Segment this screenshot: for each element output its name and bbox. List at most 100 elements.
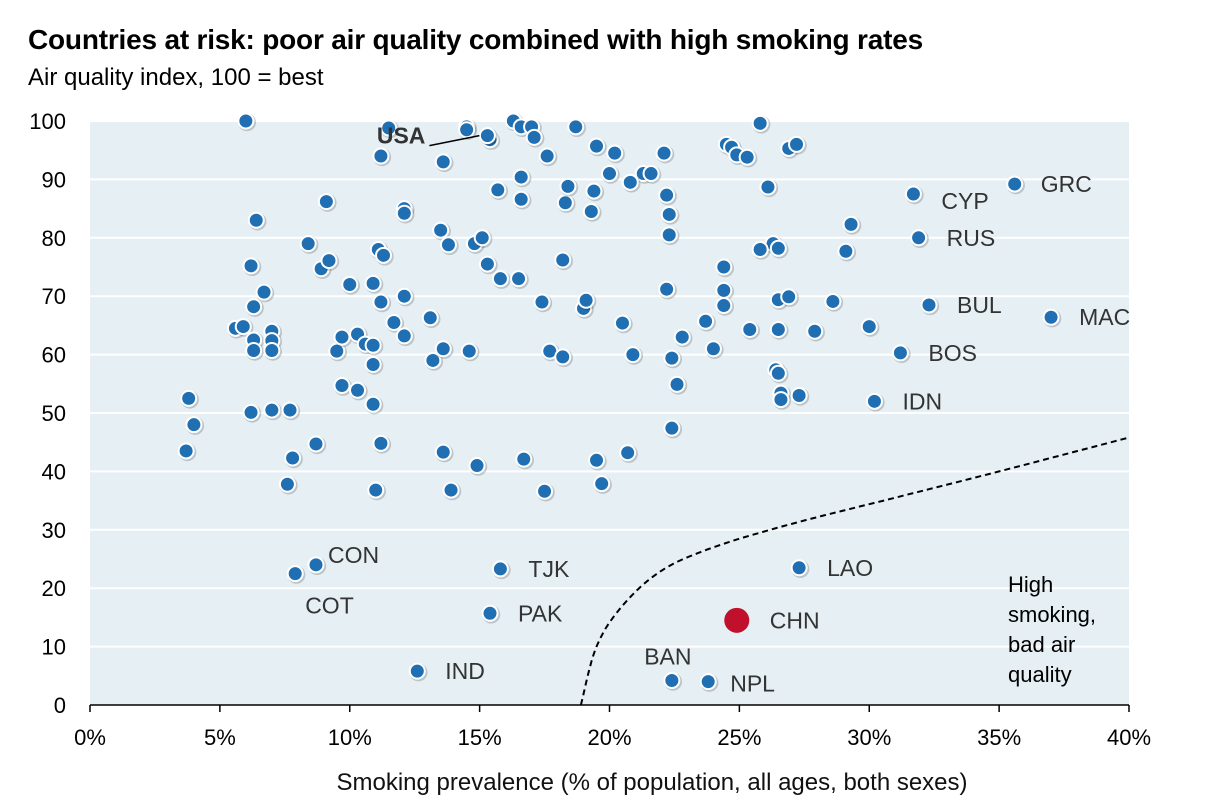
data-point: [738, 148, 756, 166]
data-point: [536, 482, 554, 500]
point-label: LAO: [827, 555, 873, 581]
data-point: [788, 135, 806, 153]
note-line: quality: [1008, 662, 1072, 687]
data-point: [395, 204, 413, 222]
labeled-point: [699, 673, 717, 691]
data-point: [660, 226, 678, 244]
point-label: IND: [445, 658, 485, 684]
note-line: smoking,: [1008, 602, 1096, 627]
data-point: [489, 181, 507, 199]
usa-leader-line: [429, 134, 480, 147]
data-point: [642, 165, 660, 183]
data-point: [364, 274, 382, 292]
data-point: [588, 137, 606, 155]
data-point: [655, 144, 673, 162]
high-smoking-note: High smoking, bad air quality: [1008, 572, 1096, 687]
data-point: [247, 211, 265, 229]
labeled-point: [920, 296, 938, 314]
labeled-point: [307, 556, 325, 574]
point-label: CON: [328, 542, 379, 568]
data-point: [255, 283, 273, 301]
data-point: [284, 449, 302, 467]
x-tick-label: 0%: [74, 725, 106, 750]
data-point: [307, 435, 325, 453]
labeled-point: [286, 565, 304, 583]
y-tick-label: 0: [54, 693, 66, 718]
data-point: [697, 312, 715, 330]
y-axis-ticks: 0 10 20 30 40 50 60 70 80 90 100: [29, 109, 66, 718]
y-tick-label: 40: [42, 459, 66, 484]
data-points: [177, 112, 880, 502]
labeled-point: [408, 662, 426, 680]
data-point: [525, 128, 543, 146]
data-point: [567, 118, 585, 136]
y-tick-label: 80: [42, 226, 66, 251]
data-point: [601, 165, 618, 183]
labeled-point: [891, 344, 909, 362]
data-point: [790, 386, 808, 404]
data-point: [613, 314, 631, 332]
data-point: [704, 340, 722, 358]
data-point: [245, 342, 263, 360]
point-label: BUL: [957, 292, 1002, 318]
data-point: [512, 190, 530, 208]
labeled-point: [1006, 175, 1024, 193]
data-point: [554, 348, 572, 366]
data-point: [333, 377, 351, 395]
data-point: [281, 401, 299, 419]
chart-subtitle: Air quality index, 100 = best: [28, 64, 324, 91]
data-point: [177, 442, 195, 460]
data-point: [180, 389, 198, 407]
x-tick-label: 30%: [847, 725, 891, 750]
note-line: High: [1008, 572, 1053, 597]
data-point: [772, 391, 790, 409]
point-label: IDN: [902, 388, 942, 414]
data-point: [780, 288, 798, 306]
data-point: [372, 293, 390, 311]
data-point: [533, 293, 551, 311]
highlight-point: [724, 607, 750, 633]
x-tick-label: 35%: [977, 725, 1021, 750]
data-point: [515, 450, 533, 468]
data-point: [588, 451, 606, 469]
point-label: BAN: [644, 643, 691, 669]
data-point: [395, 287, 413, 305]
y-tick-label: 20: [42, 576, 66, 601]
data-point: [372, 147, 390, 165]
labeled-point: [478, 127, 496, 145]
threshold-curve: [579, 436, 1130, 706]
data-point: [442, 481, 460, 499]
x-tick-label: 15%: [458, 725, 502, 750]
data-point: [245, 298, 263, 316]
data-point: [751, 240, 769, 258]
x-axis-ticks: 0% 5% 10% 15% 20% 25% 30% 35% 40%: [74, 705, 1151, 750]
data-point: [663, 419, 681, 437]
data-point: [660, 205, 678, 223]
data-point: [769, 239, 787, 257]
data-point: [715, 258, 733, 276]
point-label: COT: [305, 593, 354, 619]
x-tick-label: 25%: [717, 725, 761, 750]
data-point: [434, 153, 452, 171]
data-point: [806, 322, 824, 340]
data-point: [341, 276, 359, 294]
data-point: [624, 346, 642, 364]
labeled-point: [481, 604, 499, 622]
data-point: [458, 121, 476, 139]
data-point: [751, 114, 769, 132]
labeled-point: [1042, 308, 1060, 326]
data-point: [263, 342, 281, 360]
data-point: [837, 242, 855, 260]
data-point: [554, 251, 572, 269]
point-label: NPL: [730, 671, 775, 697]
data-point: [299, 235, 317, 253]
data-point: [606, 144, 624, 162]
data-point: [421, 309, 439, 327]
data-point: [658, 186, 676, 204]
data-point: [333, 328, 351, 346]
labeled-point: [865, 392, 883, 410]
data-point: [460, 342, 478, 360]
labeled-point: [904, 185, 922, 203]
data-point: [432, 221, 450, 239]
point-label: BOS: [928, 340, 977, 366]
